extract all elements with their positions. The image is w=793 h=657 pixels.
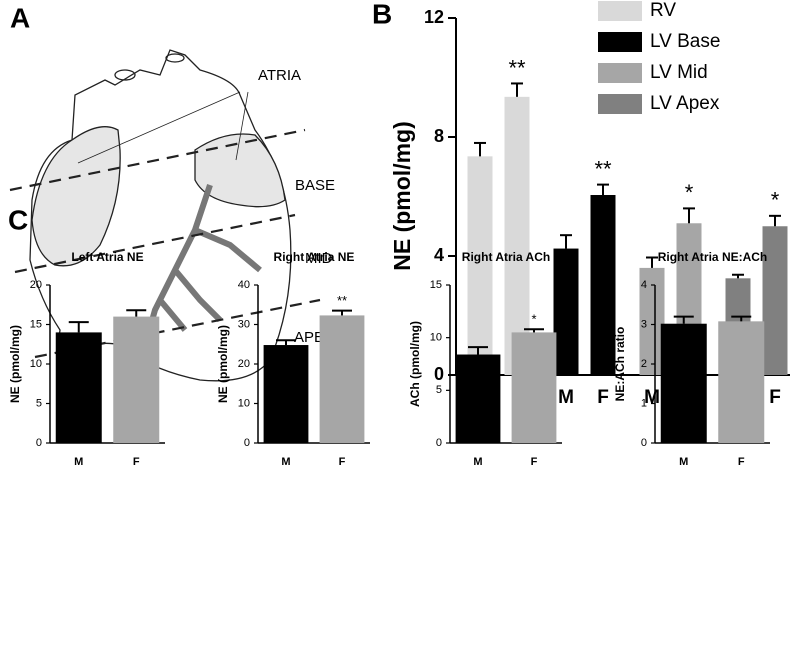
bar (553, 248, 579, 375)
significance: ** (337, 293, 347, 308)
x-tick-label: M (74, 456, 83, 468)
x-tick-label: M (281, 456, 290, 468)
bar (639, 267, 665, 375)
legend-label: LV Mid (650, 62, 708, 83)
y-axis-label: NE:ACh ratio (613, 327, 627, 402)
x-tick-label: F (597, 387, 609, 408)
y-axis-label: NE (pmol/mg) (8, 325, 22, 403)
bar (319, 315, 365, 443)
cut-line (9, 128, 306, 192)
y-tick-label: 20 (30, 279, 42, 291)
panel-label: B (372, 0, 392, 29)
y-tick-label: 10 (238, 397, 250, 409)
y-tick-label: 10 (430, 332, 442, 344)
legend-swatch (598, 32, 642, 52)
heart-outline (29, 49, 292, 382)
bar (511, 332, 557, 443)
heart-diagram (9, 49, 321, 382)
y-tick-label: 20 (238, 358, 250, 370)
bar (467, 156, 493, 375)
x-tick-label: M (473, 456, 482, 468)
legend-label: LV Base (650, 31, 720, 52)
chart-title: Right Atria NE:ACh (658, 250, 768, 264)
right-atrium (194, 133, 286, 208)
y-tick-label: 8 (434, 126, 444, 146)
bar (455, 354, 501, 443)
y-tick-label: 5 (436, 384, 442, 396)
x-tick-label: M (558, 387, 574, 408)
y-tick-label: 15 (30, 318, 42, 330)
legend-swatch (598, 94, 642, 114)
y-tick-label: 5 (36, 397, 42, 409)
legend-swatch (598, 63, 642, 83)
y-tick-label: 0 (436, 437, 442, 449)
significance: * (531, 312, 536, 327)
x-tick-label: F (769, 387, 781, 408)
x-tick-label: F (531, 456, 538, 468)
x-tick-label: F (738, 456, 745, 468)
bar (55, 332, 102, 443)
y-axis-label: NE (pmol/mg) (389, 121, 415, 271)
y-tick-label: 0 (244, 437, 250, 449)
region-label: MID (305, 250, 333, 267)
bar (762, 226, 788, 375)
legend-swatch (598, 1, 642, 21)
y-tick-label: 0 (36, 437, 42, 449)
y-tick-label: 30 (238, 318, 250, 330)
y-tick-label: 40 (238, 279, 250, 291)
panel-label: C (8, 204, 28, 235)
significance: * (685, 180, 694, 205)
chart-title: Left Atria NE (71, 250, 143, 264)
x-tick-label: F (339, 456, 346, 468)
bar (718, 321, 765, 443)
coronary-vessels (145, 184, 262, 336)
region-label: BASE (295, 177, 335, 194)
chart-title: Right Atria NE (274, 250, 355, 264)
bar (590, 195, 616, 375)
y-tick-label: 10 (30, 358, 42, 370)
vessel-opening (114, 69, 136, 81)
bar (113, 316, 160, 443)
y-tick-label: 4 (434, 245, 444, 265)
significance: ** (508, 55, 526, 80)
vessel-opening (165, 53, 185, 63)
y-tick-label: 15 (430, 279, 442, 291)
y-tick-label: 0 (434, 364, 444, 384)
y-axis-label: ACh (pmol/mg) (408, 321, 422, 407)
panel-label: A (10, 2, 30, 33)
y-tick-label: 2 (641, 358, 647, 370)
pointer-line (77, 91, 241, 164)
y-tick-label: 3 (641, 318, 647, 330)
x-tick-label: F (133, 456, 140, 468)
y-tick-label: 1 (641, 397, 647, 409)
x-tick-label: M (679, 456, 688, 468)
significance: * (771, 188, 780, 213)
legend-label: RV (650, 0, 676, 21)
pointer-line (235, 91, 249, 161)
y-tick-label: 0 (641, 437, 647, 449)
significance: ** (594, 156, 612, 181)
left-atrium (31, 126, 121, 267)
legend-label: LV Apex (650, 93, 720, 114)
cut-line (14, 213, 296, 274)
bar (660, 323, 707, 443)
y-axis-label: NE (pmol/mg) (216, 325, 230, 403)
region-label: ATRIA (258, 67, 301, 84)
bar (263, 345, 309, 443)
y-tick-label: 4 (641, 279, 647, 291)
x-tick-label: M (644, 387, 660, 408)
y-tick-label: 12 (424, 7, 444, 27)
chart-title: Right Atria ACh (462, 250, 550, 264)
